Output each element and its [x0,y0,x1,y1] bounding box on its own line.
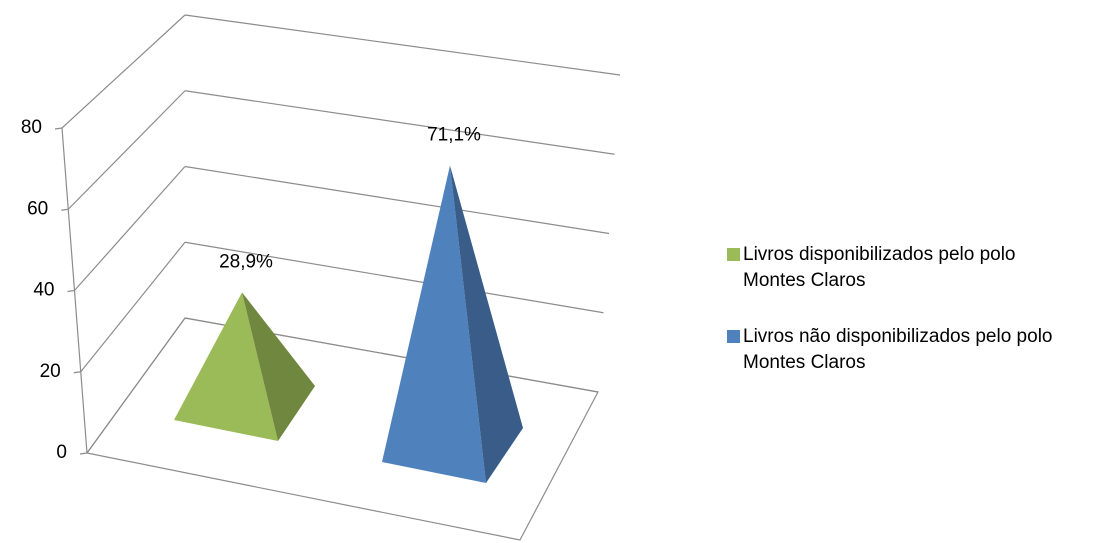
grid-line [86,317,186,454]
grid-line [184,241,604,314]
legend-item: Livros não disponibilizados pelo polo Mo… [727,324,1087,376]
legend-item: Livros disponibilizados pelo polo Montes… [727,242,1087,294]
y-tick [67,289,75,293]
y-tick-label: 80 [21,117,42,138]
legend-label: Livros disponibilizados pelo polo Montes… [743,244,1016,291]
pyramid-front-face [174,292,278,441]
grid-line [74,166,186,291]
grid-line [80,241,186,373]
y-tick-label: 40 [33,280,54,301]
y-tick [54,127,63,130]
y-tick-label: 60 [27,198,48,219]
y-tick [73,371,81,374]
pyramid-side-face [450,165,523,484]
grid-line [184,90,615,155]
y-tick-label: 0 [56,442,67,463]
pyramid-side-face [242,292,315,441]
grid-line [184,165,610,235]
grid-line [67,90,186,210]
y-tick [61,208,69,211]
legend-swatch [727,248,740,261]
y-tick [79,452,88,455]
y-tick-label: 20 [40,361,61,382]
legend-label: Livros não disponibilizados pelo polo Mo… [743,326,1053,373]
legend-swatch [727,330,740,343]
data-label: 71,1% [427,125,481,146]
grid-line [61,14,186,129]
pyramid-front-face [382,165,486,484]
grid-line [184,14,621,76]
data-label: 28,9% [219,251,273,272]
